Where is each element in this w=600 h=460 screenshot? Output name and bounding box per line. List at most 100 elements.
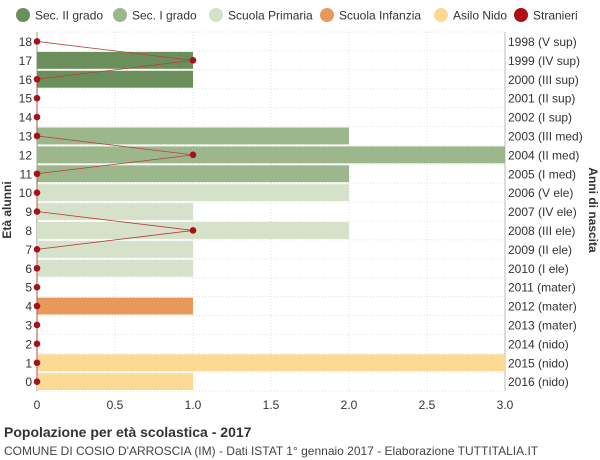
legend-item-scuola-infanzia: Scuola Infanzia bbox=[320, 8, 421, 23]
birth-year-tick-label: 2004 (II med) bbox=[508, 148, 579, 162]
x-tick-labels: 0 0.5 1.0 1.5 2.0 2.5 3.0 bbox=[34, 398, 514, 412]
age-tick-label: 2 bbox=[25, 337, 32, 351]
bar-age-1 bbox=[37, 354, 505, 372]
age-tick-label: 5 bbox=[25, 281, 32, 295]
stranieri-point-age-15 bbox=[33, 94, 41, 102]
legend-label: Sec. II grado bbox=[35, 9, 103, 23]
legend-item-asilo-nido: Asilo Nido bbox=[434, 8, 507, 23]
bar-age-12 bbox=[37, 146, 505, 164]
birth-year-tick-label: 2013 (mater) bbox=[508, 318, 577, 332]
birth-year-tick-label: 2008 (III ele) bbox=[508, 224, 575, 238]
birth-year-tick-label: 2015 (nido) bbox=[508, 356, 569, 370]
x-tick-label: 0.5 bbox=[107, 398, 124, 412]
legend-label: Stranieri bbox=[533, 9, 578, 23]
birth-year-tick-label: 2000 (III sup) bbox=[508, 73, 579, 87]
legend-swatch bbox=[434, 8, 448, 22]
age-tick-label: 1 bbox=[25, 356, 32, 370]
birth-year-tick-label: 2009 (II ele) bbox=[508, 243, 572, 257]
stranieri-point-age-17 bbox=[189, 57, 197, 64]
stranieri-point-age-11 bbox=[33, 170, 41, 178]
bar-age-10 bbox=[37, 184, 349, 202]
age-tick-label: 18 bbox=[19, 35, 33, 49]
birth-year-tick-label: 2007 (IV ele) bbox=[508, 205, 577, 219]
stranieri-point-age-13 bbox=[33, 132, 41, 140]
chart: Sec. II grado Sec. I grado Scuola Primaria… bbox=[0, 8, 600, 412]
age-tick-label: 0 bbox=[25, 375, 32, 389]
legend-label: Scuola Infanzia bbox=[339, 9, 421, 23]
legend-item-sec-ii-grado: Sec. II grado bbox=[16, 8, 103, 23]
bar-age-16 bbox=[37, 70, 193, 88]
legend-item-sec-i-grado: Sec. I grado bbox=[113, 8, 197, 23]
bar-age-6 bbox=[37, 259, 193, 277]
x-tick-label: 0 bbox=[34, 398, 41, 412]
bar-age-13 bbox=[37, 127, 349, 145]
age-tick-label: 7 bbox=[25, 243, 32, 257]
birth-year-tick-label: 2012 (mater) bbox=[508, 300, 577, 314]
stranieri-point-age-4 bbox=[33, 302, 41, 310]
age-tick-label: 4 bbox=[25, 300, 32, 314]
y-axis-label-left: Età alunni bbox=[0, 181, 14, 238]
x-tick-label: 2.0 bbox=[341, 398, 358, 412]
x-tick-label: 1.5 bbox=[263, 398, 280, 412]
legend-item-scuola-primaria: Scuola Primaria bbox=[209, 8, 313, 23]
legend-label: Asilo Nido bbox=[453, 9, 507, 23]
legend-swatch bbox=[320, 8, 334, 22]
age-tick-label: 3 bbox=[25, 318, 32, 332]
age-tick-label: 8 bbox=[25, 224, 32, 238]
birth-year-tick-label: 2011 (mater) bbox=[508, 281, 576, 295]
x-tick-label: 1.0 bbox=[185, 398, 202, 412]
stranieri-points bbox=[33, 38, 197, 385]
stranieri-point-age-18 bbox=[33, 38, 41, 45]
stranieri-point-age-10 bbox=[33, 189, 41, 196]
x-tick-label: 2.5 bbox=[419, 398, 436, 412]
stranieri-point-age-1 bbox=[33, 359, 41, 367]
bars bbox=[37, 51, 505, 391]
age-tick-label: 17 bbox=[19, 54, 33, 68]
birth-year-tick-label: 2016 (nido) bbox=[508, 375, 569, 389]
bar-age-9 bbox=[37, 203, 193, 220]
age-tick-label: 14 bbox=[19, 111, 33, 125]
bar-age-4 bbox=[37, 297, 193, 315]
stranieri-point-age-6 bbox=[33, 264, 41, 272]
age-tick-label: 9 bbox=[25, 205, 32, 219]
birth-year-tick-label: 2005 (I med) bbox=[508, 167, 576, 181]
birth-year-tick-label: 2010 (I ele) bbox=[508, 262, 569, 276]
bar-age-17 bbox=[37, 51, 193, 69]
legend-item-stranieri: Stranieri bbox=[514, 8, 578, 23]
age-tick-label: 16 bbox=[19, 73, 33, 87]
stranieri-point-age-12 bbox=[189, 151, 197, 159]
birth-year-tick-label: 2001 (II sup) bbox=[508, 92, 575, 106]
legend-swatch bbox=[16, 8, 30, 22]
legend-label: Sec. I grado bbox=[132, 9, 197, 23]
caption-subtitle: COMUNE DI COSIO D'ARROSCIA (IM) - Dati I… bbox=[4, 444, 539, 458]
stranieri-point-age-8 bbox=[189, 227, 197, 234]
stranieri-point-age-9 bbox=[33, 208, 41, 215]
birth-year-tick-label: 2006 (V ele) bbox=[508, 186, 573, 200]
birth-year-tick-label: 1999 (IV sup) bbox=[508, 54, 580, 68]
stranieri-point-age-16 bbox=[33, 75, 41, 83]
caption-title: Popolazione per età scolastica - 2017 bbox=[4, 424, 252, 440]
legend: Sec. II grado Sec. I grado Scuola Primaria… bbox=[16, 8, 578, 23]
bar-age-7 bbox=[37, 240, 193, 258]
legend-label: Scuola Primaria bbox=[228, 9, 313, 23]
legend-swatch bbox=[113, 8, 127, 22]
stranieri-point-age-2 bbox=[33, 340, 41, 348]
bar-age-11 bbox=[37, 165, 349, 183]
stranieri-point-age-5 bbox=[33, 283, 41, 291]
age-tick-label: 11 bbox=[20, 167, 33, 181]
legend-swatch bbox=[514, 8, 528, 22]
stranieri-point-age-3 bbox=[33, 321, 41, 329]
bar-age-0 bbox=[37, 373, 193, 391]
birth-year-tick-labels: 1998 (V sup) 1999 (IV sup) 2000 (III sup) 2… bbox=[508, 35, 583, 389]
stranieri-point-age-0 bbox=[33, 378, 41, 385]
birth-year-tick-label: 2014 (nido) bbox=[508, 337, 569, 351]
y-axis-label-right: Anni di nascita bbox=[586, 167, 600, 253]
legend-swatch bbox=[209, 8, 223, 22]
age-tick-label: 10 bbox=[19, 186, 33, 200]
age-tick-label: 13 bbox=[19, 129, 33, 143]
birth-year-tick-label: 2002 (I sup) bbox=[508, 111, 572, 125]
birth-year-tick-label: 1998 (V sup) bbox=[508, 35, 577, 49]
stranieri-point-age-14 bbox=[33, 113, 41, 121]
stranieri-point-age-7 bbox=[33, 246, 41, 253]
